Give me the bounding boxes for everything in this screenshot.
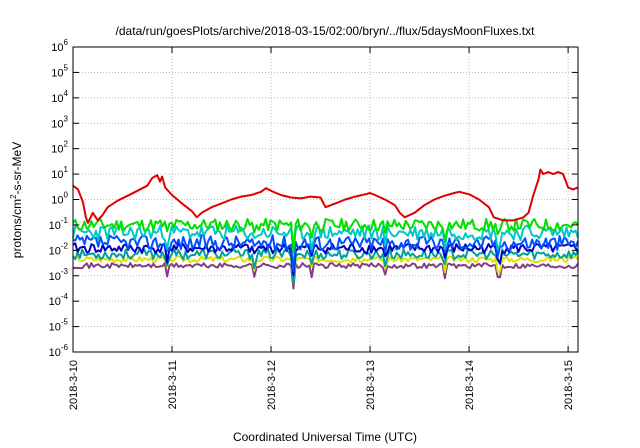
- y-tick-label: 106: [51, 38, 68, 54]
- y-tick-label: 10-6: [49, 343, 69, 359]
- y-tick-label: 104: [51, 89, 68, 105]
- y-tick-label: 10-4: [49, 292, 69, 308]
- x-tick-label: 2018-3-12: [266, 360, 278, 410]
- x-tick-label: 2018-3-10: [68, 360, 80, 410]
- x-tick-label: 2018-3-13: [365, 360, 377, 410]
- series-lines: [72, 168, 579, 290]
- y-tick-label: 10-1: [49, 216, 69, 232]
- chart-title: /data/run/goesPlots/archive/2018-03-15/0…: [116, 24, 536, 38]
- series-line: [72, 234, 579, 273]
- x-axis-label: Coordinated Universal Time (UTC): [233, 430, 417, 444]
- y-tick-label: 101: [51, 165, 68, 181]
- x-tick-label: 2018-3-14: [464, 360, 476, 410]
- y-tick-label: 10-2: [49, 241, 69, 257]
- y-tick-label: 10-3: [49, 267, 69, 283]
- y-tick-label: 103: [51, 114, 68, 130]
- y-tick-label: 105: [51, 63, 68, 79]
- y-ticks: 10-6 10-5 10-4 10-3 10-2 10-1 100 101 102 103 104 1…: [49, 38, 578, 359]
- y-tick-label: 100: [51, 191, 68, 207]
- series-line: [72, 255, 579, 284]
- x-tick-label: 2018-3-15: [563, 360, 575, 410]
- series-line: [72, 248, 579, 284]
- x-ticks: 2018-3-10 2018-3-11 2018-3-12 2018-3-13 2018…: [68, 47, 575, 410]
- series-line: [72, 168, 579, 224]
- y-tick-label: 102: [51, 140, 68, 156]
- x-tick-label: 2018-3-11: [167, 360, 179, 409]
- grid-lines: [73, 47, 578, 352]
- series-line: [72, 262, 579, 290]
- series-line: [72, 217, 579, 253]
- y-tick-label: 10-5: [49, 318, 69, 334]
- y-axis-label: protons/cm2-s-sr-MeV: [9, 142, 24, 258]
